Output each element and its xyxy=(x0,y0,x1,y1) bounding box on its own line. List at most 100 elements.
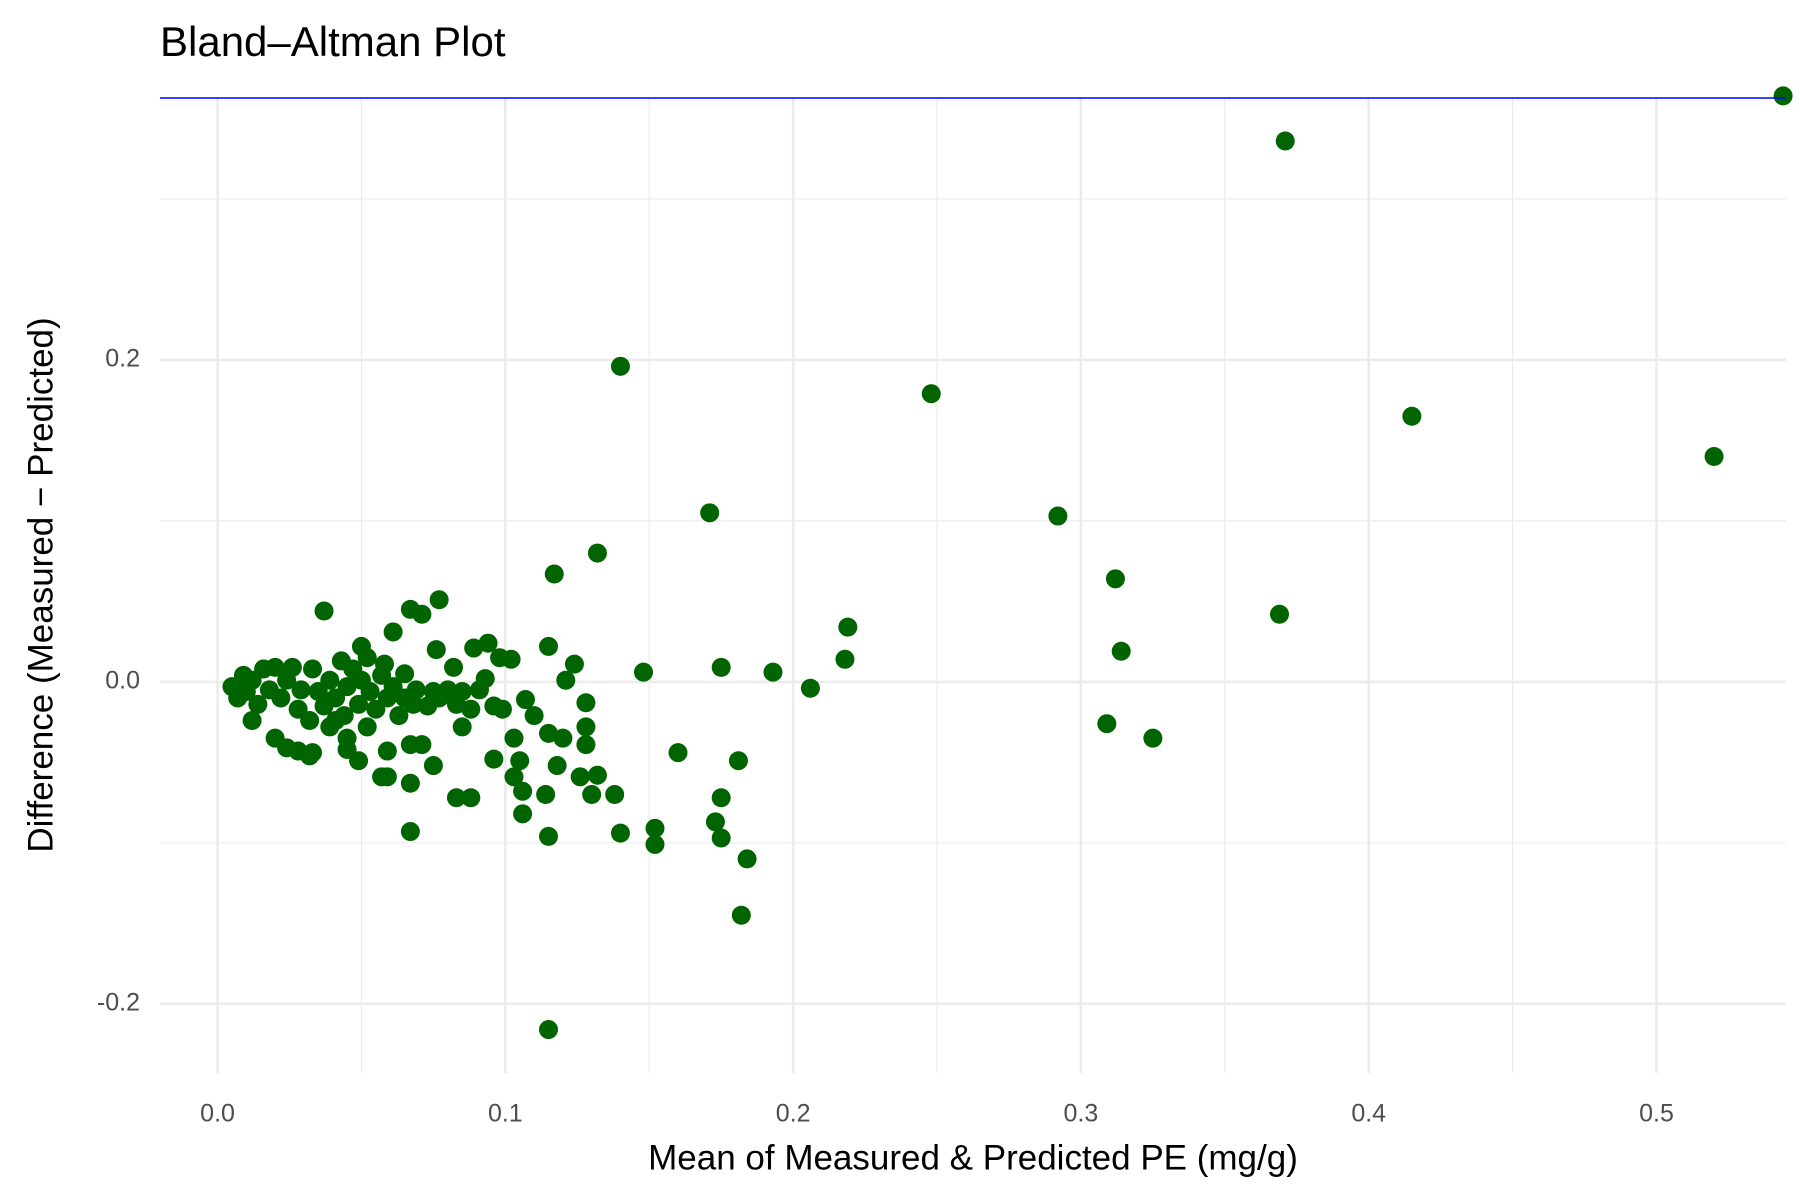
point xyxy=(539,723,559,743)
point xyxy=(452,717,472,737)
point xyxy=(360,681,380,701)
point xyxy=(536,785,556,805)
y-axis-title: Difference (Measured − Predicted) xyxy=(21,317,60,852)
x-tick-label: 0.0 xyxy=(200,1100,235,1128)
point xyxy=(645,834,665,854)
point xyxy=(539,1020,559,1040)
x-tick-label: 0.4 xyxy=(1351,1100,1386,1128)
point xyxy=(576,693,596,713)
point xyxy=(383,622,403,642)
point xyxy=(1773,86,1793,106)
point xyxy=(265,728,285,748)
point xyxy=(400,773,420,793)
point xyxy=(610,823,630,843)
point xyxy=(587,765,607,785)
point xyxy=(400,822,420,842)
point xyxy=(406,680,426,700)
point xyxy=(429,590,449,610)
point xyxy=(510,751,530,771)
point xyxy=(1097,714,1117,734)
point xyxy=(475,669,495,689)
y-tick-label: -0.2 xyxy=(97,988,140,1016)
point xyxy=(610,356,630,376)
point xyxy=(372,767,392,787)
point xyxy=(1143,728,1163,748)
point xyxy=(337,677,357,697)
point xyxy=(248,694,268,714)
point xyxy=(492,699,512,719)
point xyxy=(314,601,334,621)
point xyxy=(1704,446,1724,466)
point xyxy=(524,706,544,726)
point xyxy=(633,662,653,682)
x-axis-title: Mean of Measured & Predicted PE (mg/g) xyxy=(648,1138,1298,1177)
point xyxy=(452,681,472,701)
point xyxy=(513,804,533,824)
point xyxy=(357,717,377,737)
point xyxy=(570,767,590,787)
point xyxy=(478,633,498,653)
point xyxy=(576,735,596,755)
point xyxy=(553,728,573,748)
point xyxy=(737,849,757,869)
point xyxy=(490,648,510,668)
point xyxy=(337,739,357,759)
point xyxy=(711,828,731,848)
point xyxy=(484,749,504,769)
point xyxy=(504,728,524,748)
point xyxy=(1048,506,1068,526)
point xyxy=(731,905,751,925)
point xyxy=(438,680,458,700)
point xyxy=(921,384,941,404)
point xyxy=(1275,131,1295,151)
point xyxy=(504,767,524,787)
point xyxy=(515,690,535,710)
point xyxy=(539,826,559,846)
point xyxy=(605,785,625,805)
point xyxy=(282,657,302,677)
point xyxy=(1111,641,1131,661)
point xyxy=(377,741,397,761)
point xyxy=(464,638,484,658)
point xyxy=(539,636,559,656)
point xyxy=(705,812,725,832)
point xyxy=(320,717,340,737)
point xyxy=(711,788,731,808)
point xyxy=(800,678,820,698)
point xyxy=(265,657,285,677)
point xyxy=(303,659,323,679)
point xyxy=(271,688,291,708)
point xyxy=(1105,569,1125,589)
x-tick-label: 0.3 xyxy=(1064,1100,1099,1128)
point xyxy=(403,694,423,714)
point xyxy=(242,710,262,730)
point xyxy=(556,670,576,690)
point xyxy=(400,599,420,619)
point xyxy=(547,756,567,776)
point xyxy=(838,617,858,637)
point xyxy=(700,503,720,523)
y-tick-label: 0.0 xyxy=(105,666,140,694)
point xyxy=(668,743,688,763)
point xyxy=(835,649,855,669)
point xyxy=(395,664,415,684)
point xyxy=(763,662,783,682)
y-tick-label: 0.2 xyxy=(105,345,140,373)
point xyxy=(564,654,584,674)
point xyxy=(446,788,466,808)
point xyxy=(320,670,340,690)
point xyxy=(349,694,369,714)
point xyxy=(461,788,481,808)
point xyxy=(582,785,602,805)
point xyxy=(357,648,377,668)
point xyxy=(291,680,311,700)
point xyxy=(426,640,446,660)
point xyxy=(1269,604,1289,624)
point xyxy=(544,564,564,584)
point xyxy=(389,706,409,726)
point xyxy=(423,756,443,776)
chart-title: Bland–Altman Plot xyxy=(160,18,506,65)
x-tick-label: 0.2 xyxy=(776,1100,811,1128)
point xyxy=(576,717,596,737)
